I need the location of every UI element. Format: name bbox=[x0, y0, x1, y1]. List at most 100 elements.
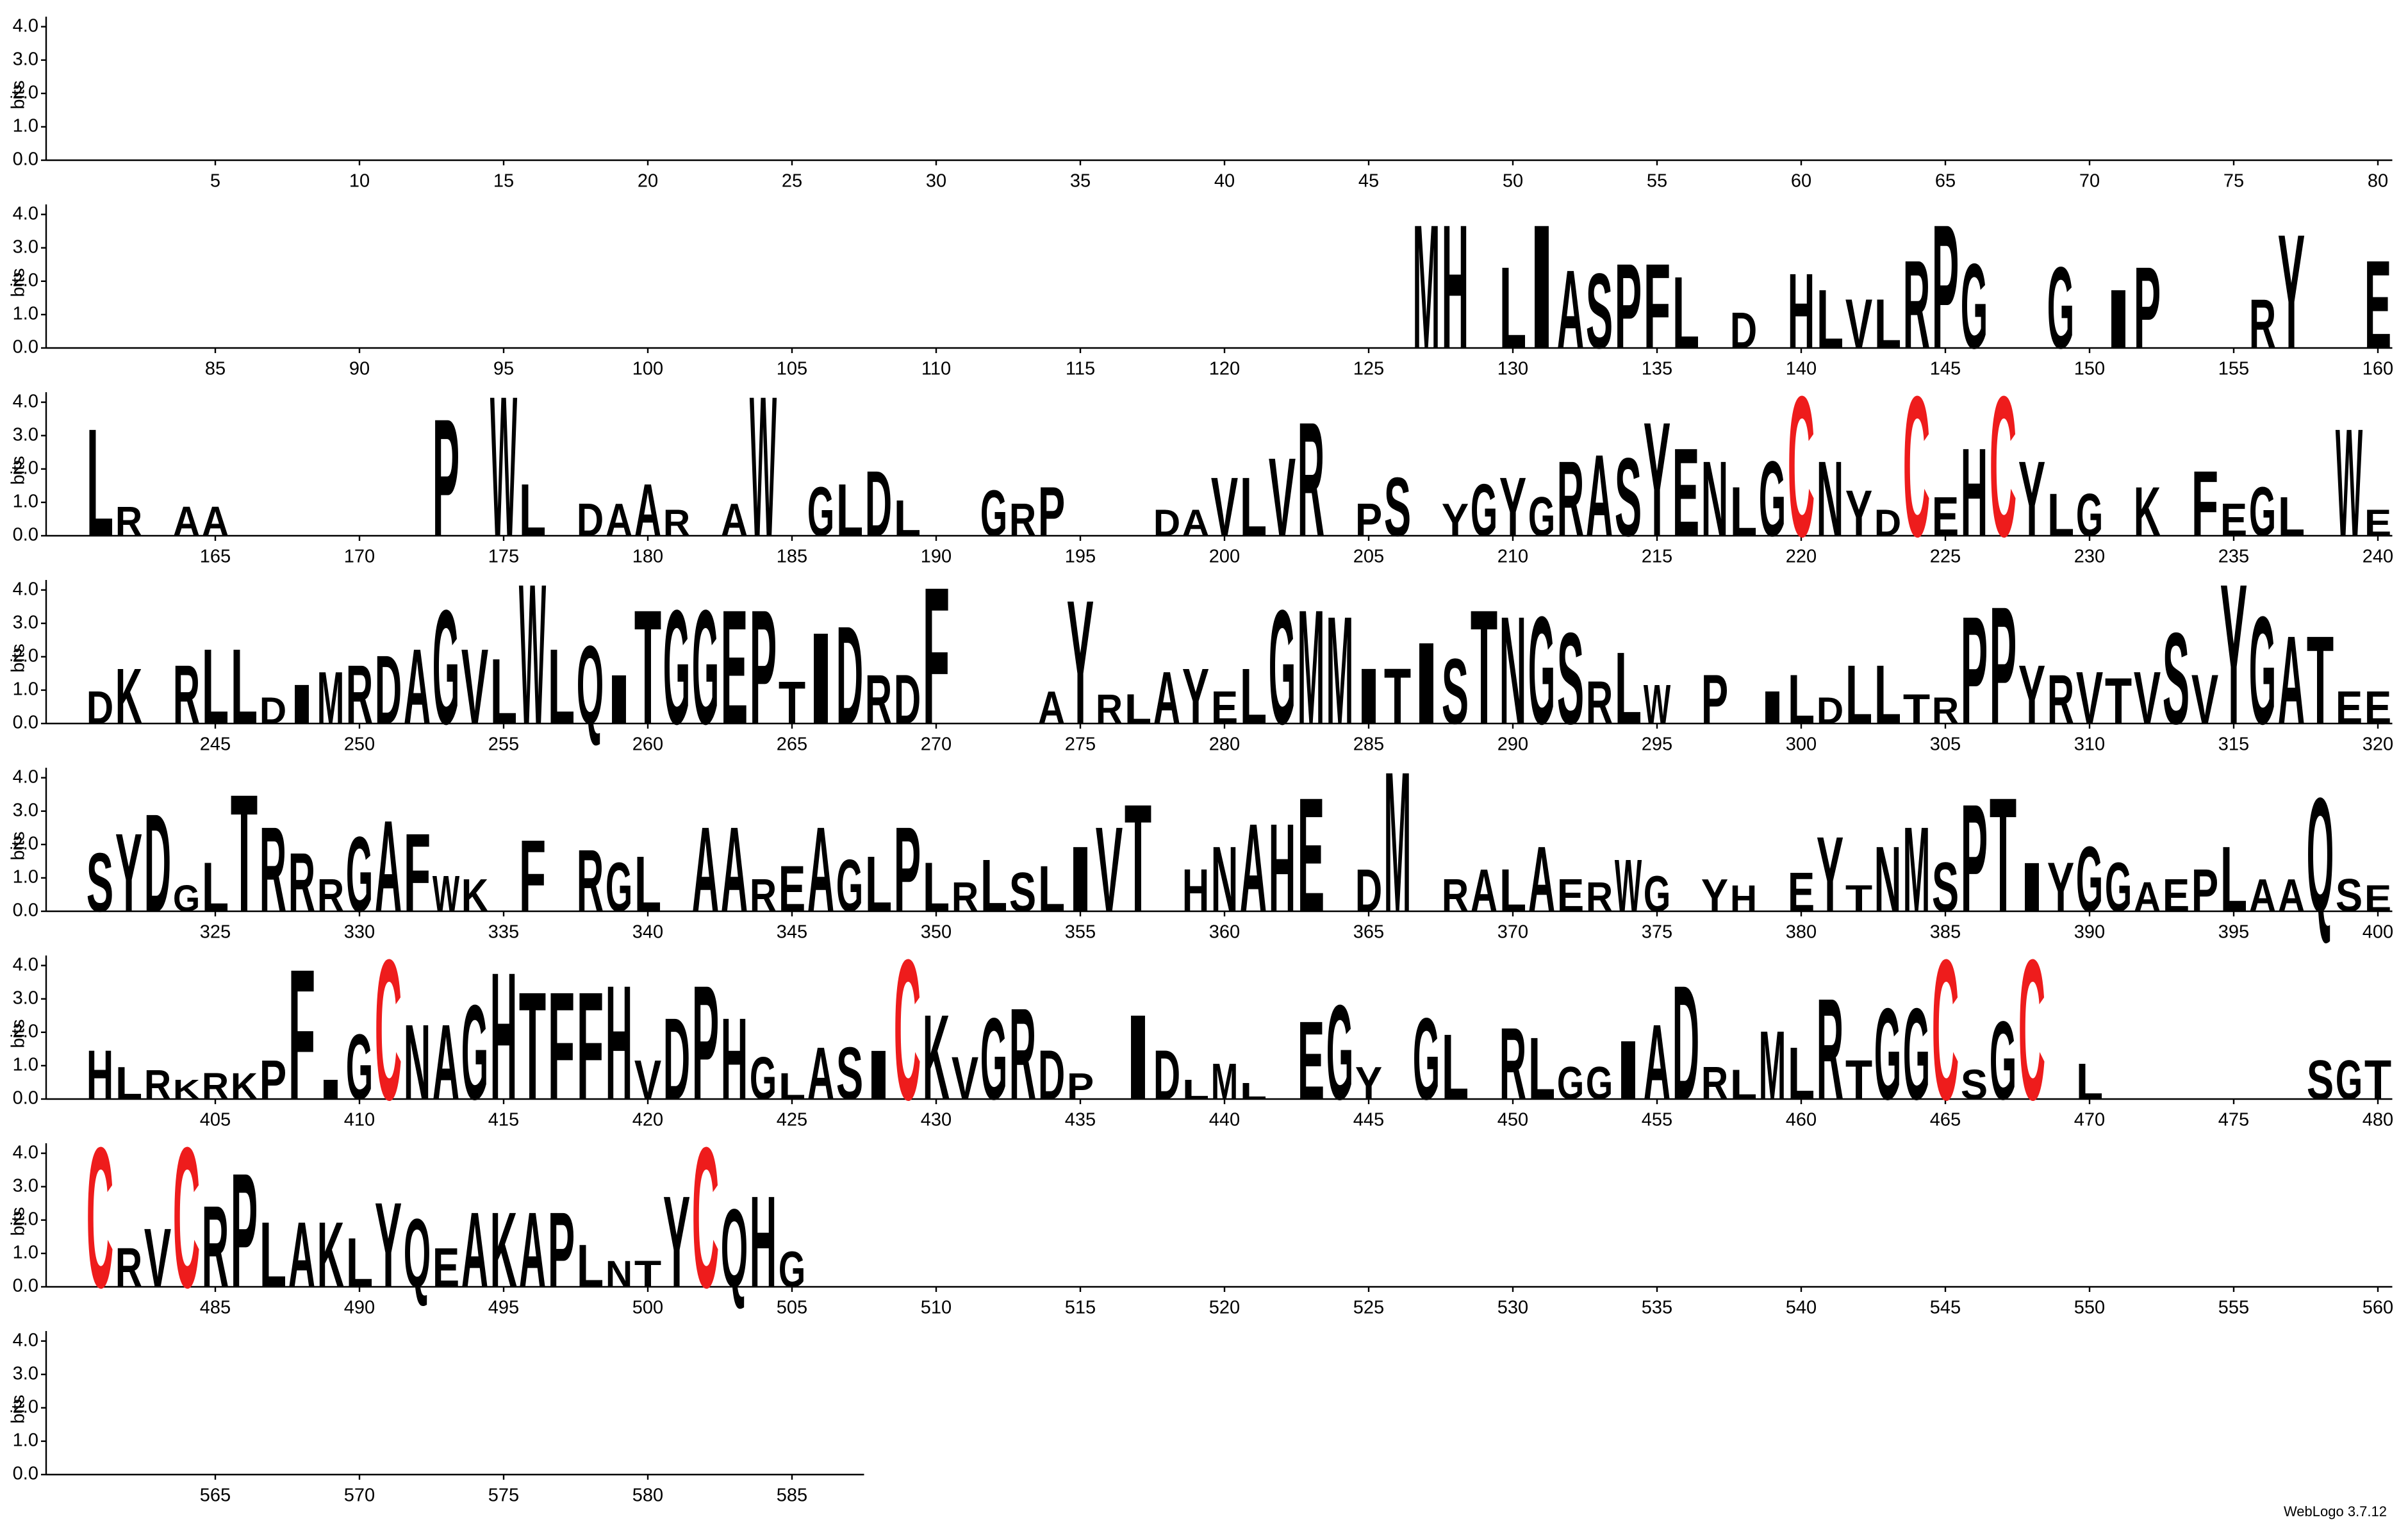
logo-letter: T bbox=[2307, 609, 2334, 750]
logo-letter: G bbox=[1269, 576, 1296, 759]
logo-letter: A bbox=[807, 1032, 834, 1116]
logo-letter: G bbox=[1990, 998, 2016, 1123]
x-tick-label: 255 bbox=[488, 734, 519, 755]
logo-letter: R bbox=[2047, 660, 2074, 738]
x-tick-label: 435 bbox=[1065, 1110, 1096, 1130]
logo-letter: R bbox=[144, 1062, 171, 1109]
logo-letter: G bbox=[1961, 238, 1988, 374]
logo-letter: D bbox=[1874, 502, 1901, 544]
logo-letter: C bbox=[2018, 918, 2045, 1142]
x-tick-label: 330 bbox=[344, 922, 375, 943]
y-tick-label: 2.0 bbox=[13, 645, 38, 666]
y-tick-label: 3.0 bbox=[13, 236, 38, 257]
y-axis-label: bits bbox=[8, 831, 29, 860]
logo-letter: R bbox=[202, 1065, 229, 1107]
logo-letter: H bbox=[606, 952, 632, 1134]
logo-letter: R bbox=[1442, 870, 1469, 922]
y-tick-label: 4.0 bbox=[13, 15, 38, 36]
logo-letter: E bbox=[2364, 877, 2391, 920]
logo-letter: N bbox=[1701, 438, 1728, 559]
logo-letter: I bbox=[2018, 848, 2045, 926]
x-tick-label: 365 bbox=[1353, 922, 1384, 943]
logo-letter: T bbox=[779, 668, 805, 736]
x-tick-label: 135 bbox=[1642, 359, 1672, 379]
logo-letter: M bbox=[1211, 1054, 1238, 1111]
logo-letter: D bbox=[1730, 302, 1757, 360]
logo-letter: I bbox=[1125, 989, 1151, 1125]
x-tick-label: 125 bbox=[1353, 359, 1384, 379]
logo-letter: V bbox=[2134, 656, 2161, 740]
logo-letter: E bbox=[1298, 764, 1324, 947]
logo-letter: R bbox=[173, 648, 200, 741]
x-tick-label: 425 bbox=[777, 1110, 807, 1130]
x-tick-label: 335 bbox=[488, 922, 519, 943]
logo-letter: I bbox=[1067, 827, 1094, 931]
x-tick-label: 385 bbox=[1930, 922, 1961, 943]
logo-letter: W bbox=[1644, 673, 1670, 736]
logo-letter: H bbox=[490, 935, 517, 1138]
logo-letter: G bbox=[2076, 827, 2103, 931]
logo-letter: M bbox=[1413, 188, 1440, 386]
x-tick-label: 195 bbox=[1065, 547, 1096, 567]
logo-letter: P bbox=[1355, 494, 1382, 547]
x-tick-label: 370 bbox=[1497, 922, 1528, 943]
logo-letter: L bbox=[346, 1223, 373, 1302]
x-tick-label: 525 bbox=[1353, 1298, 1384, 1318]
logo-letter: W bbox=[490, 354, 517, 579]
x-tick-label: 270 bbox=[921, 734, 952, 755]
logo-letter: L bbox=[1817, 272, 1843, 366]
x-tick-label: 245 bbox=[200, 734, 231, 755]
logo-letter: H bbox=[721, 993, 748, 1124]
logo-letter: G bbox=[1586, 1057, 1613, 1110]
logo-letter: V bbox=[2076, 656, 2103, 740]
x-tick-label: 55 bbox=[1647, 171, 1667, 192]
y-tick-label: 3.0 bbox=[13, 800, 38, 820]
logo-letter: D bbox=[1817, 690, 1843, 732]
logo-letter: Q bbox=[721, 1186, 748, 1311]
x-tick-label: 165 bbox=[200, 547, 231, 567]
x-tick-label: 585 bbox=[777, 1485, 807, 1506]
logo-letter: R bbox=[2249, 285, 2276, 363]
logo-letter: L bbox=[2076, 1054, 2103, 1111]
x-tick-label: 20 bbox=[638, 171, 658, 192]
logo-letter: P bbox=[2134, 242, 2161, 373]
logo-letter: L bbox=[1874, 648, 1901, 741]
x-tick-label: 65 bbox=[1935, 171, 1956, 192]
logo-letter: P bbox=[1038, 472, 1065, 550]
logo-letter: L bbox=[1499, 242, 1526, 373]
y-tick-label: 1.0 bbox=[13, 116, 38, 136]
x-tick-label: 295 bbox=[1642, 734, 1672, 755]
logo-letter: A bbox=[2278, 870, 2305, 922]
logo-letter: T bbox=[1384, 652, 1411, 741]
logo-letter: L bbox=[1499, 856, 1526, 924]
logo-letter: C bbox=[1903, 354, 1930, 579]
logo-letter: L bbox=[980, 844, 1007, 928]
x-tick-label: 395 bbox=[2218, 922, 2249, 943]
logo-letter: S bbox=[1615, 434, 1642, 559]
x-tick-label: 420 bbox=[632, 1110, 663, 1130]
x-tick-label: 490 bbox=[344, 1298, 375, 1318]
x-tick-label: 280 bbox=[1209, 734, 1240, 755]
logo-letter: A bbox=[606, 494, 632, 547]
logo-letter: T bbox=[1990, 764, 2016, 947]
logo-letter: T bbox=[1903, 686, 1930, 733]
logo-letter: G bbox=[779, 1241, 805, 1298]
logo-letter: D bbox=[577, 494, 604, 547]
y-tick-label: 1.0 bbox=[13, 867, 38, 888]
logo-letter: C bbox=[692, 1105, 719, 1330]
logo-letter: I bbox=[606, 660, 632, 738]
logo-letter: R bbox=[1586, 668, 1613, 736]
x-tick-label: 205 bbox=[1353, 547, 1384, 567]
logo-letter: A bbox=[173, 499, 200, 545]
logo-letter: W bbox=[2336, 398, 2363, 569]
x-tick-label: 170 bbox=[344, 547, 375, 567]
logo-letter: Y bbox=[375, 1177, 402, 1313]
x-tick-label: 10 bbox=[349, 171, 370, 192]
x-tick-label: 175 bbox=[488, 547, 519, 567]
logo-letter: R bbox=[663, 502, 690, 544]
logo-letter: A bbox=[1153, 656, 1180, 740]
logo-letter: A bbox=[721, 802, 748, 938]
x-tick-label: 285 bbox=[1353, 734, 1384, 755]
logo-letter: L bbox=[1240, 460, 1267, 554]
